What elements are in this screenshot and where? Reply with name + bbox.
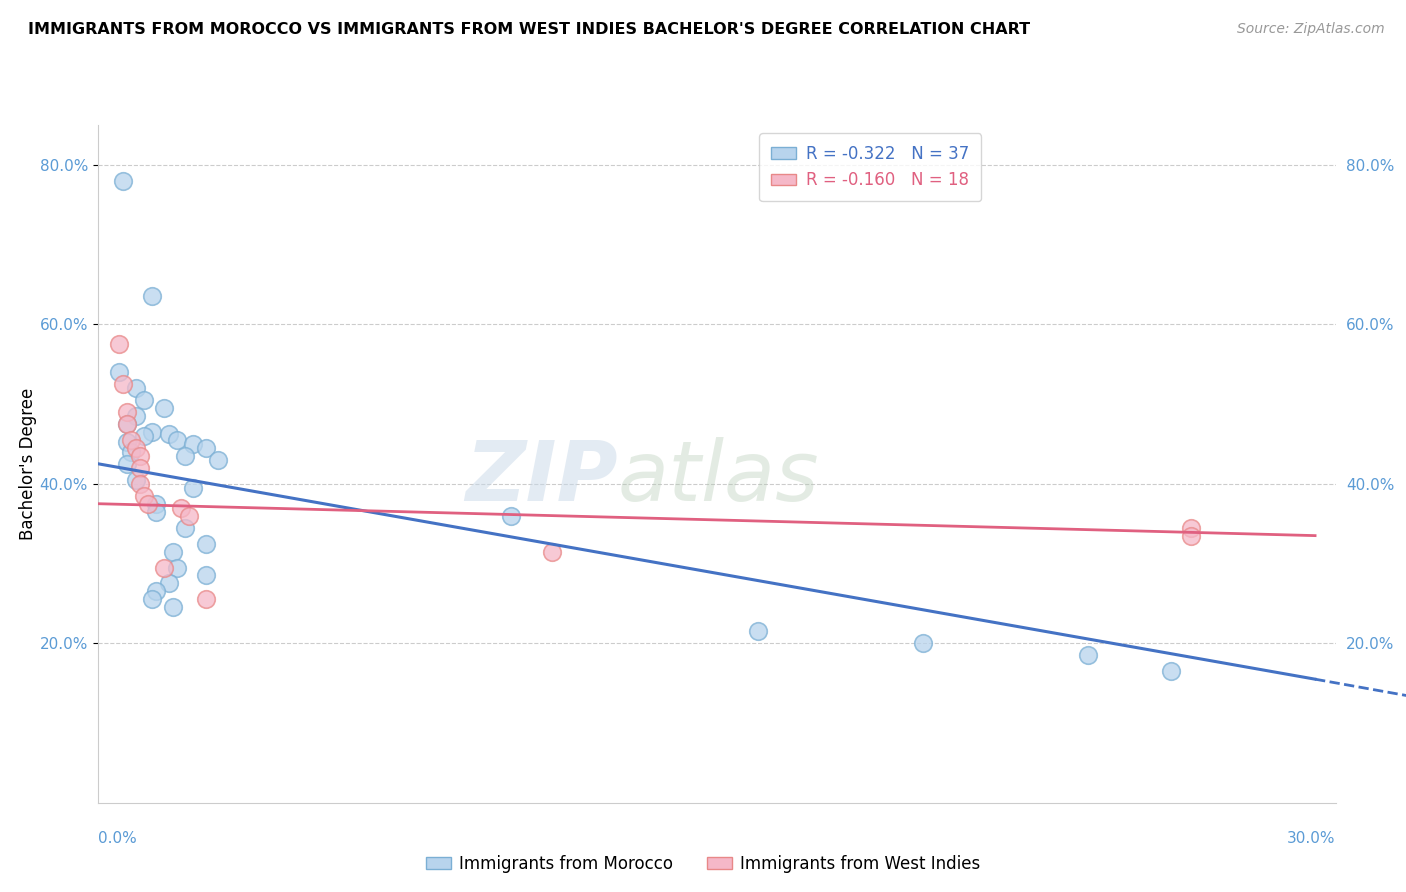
Point: [194, 536, 217, 550]
Point: [145, 505, 167, 519]
Point: [124, 441, 146, 455]
Text: ZIP: ZIP: [465, 437, 619, 518]
Point: [112, 174, 135, 188]
Point: [136, 497, 159, 511]
Point: [181, 437, 204, 451]
Point: [166, 560, 188, 574]
Text: atlas: atlas: [619, 437, 820, 518]
Point: [162, 544, 184, 558]
Legend: Immigrants from Morocco, Immigrants from West Indies: Immigrants from Morocco, Immigrants from…: [419, 848, 987, 880]
Point: [132, 489, 155, 503]
Legend: R = -0.322   N = 37, R = -0.160   N = 18: R = -0.322 N = 37, R = -0.160 N = 18: [759, 133, 981, 201]
Point: [153, 560, 176, 574]
Point: [145, 584, 167, 599]
Point: [194, 592, 217, 607]
Point: [181, 481, 204, 495]
Point: [141, 592, 163, 607]
Point: [179, 508, 201, 523]
Point: [166, 433, 188, 447]
Point: [1160, 664, 1182, 678]
Point: [207, 453, 229, 467]
Point: [174, 449, 197, 463]
Point: [124, 409, 146, 423]
Point: [128, 460, 150, 475]
Point: [145, 497, 167, 511]
Point: [194, 568, 217, 582]
Text: IMMIGRANTS FROM MOROCCO VS IMMIGRANTS FROM WEST INDIES BACHELOR'S DEGREE CORRELA: IMMIGRANTS FROM MOROCCO VS IMMIGRANTS FR…: [28, 22, 1031, 37]
Point: [157, 576, 180, 591]
Point: [162, 600, 184, 615]
Point: [108, 337, 131, 351]
Point: [1180, 528, 1202, 542]
Point: [912, 636, 935, 650]
Point: [117, 405, 139, 419]
Y-axis label: Bachelor's Degree: Bachelor's Degree: [20, 388, 38, 540]
Point: [117, 435, 139, 450]
Text: 30.0%: 30.0%: [1288, 831, 1336, 846]
Point: [128, 449, 150, 463]
Point: [117, 417, 139, 431]
Point: [124, 381, 146, 395]
Point: [499, 508, 522, 523]
Point: [108, 365, 131, 379]
Point: [157, 427, 180, 442]
Point: [120, 433, 142, 447]
Point: [174, 521, 197, 535]
Point: [117, 417, 139, 431]
Point: [112, 377, 135, 392]
Point: [132, 392, 155, 407]
Point: [141, 425, 163, 439]
Point: [1180, 521, 1202, 535]
Point: [132, 429, 155, 443]
Point: [117, 457, 139, 471]
Point: [120, 445, 142, 459]
Point: [153, 401, 176, 415]
Point: [194, 441, 217, 455]
Point: [541, 544, 564, 558]
Point: [1077, 648, 1099, 663]
Point: [128, 476, 150, 491]
Point: [170, 500, 193, 515]
Point: [124, 473, 146, 487]
Point: [747, 624, 769, 639]
Point: [141, 289, 163, 303]
Text: 0.0%: 0.0%: [98, 831, 138, 846]
Text: Source: ZipAtlas.com: Source: ZipAtlas.com: [1237, 22, 1385, 37]
